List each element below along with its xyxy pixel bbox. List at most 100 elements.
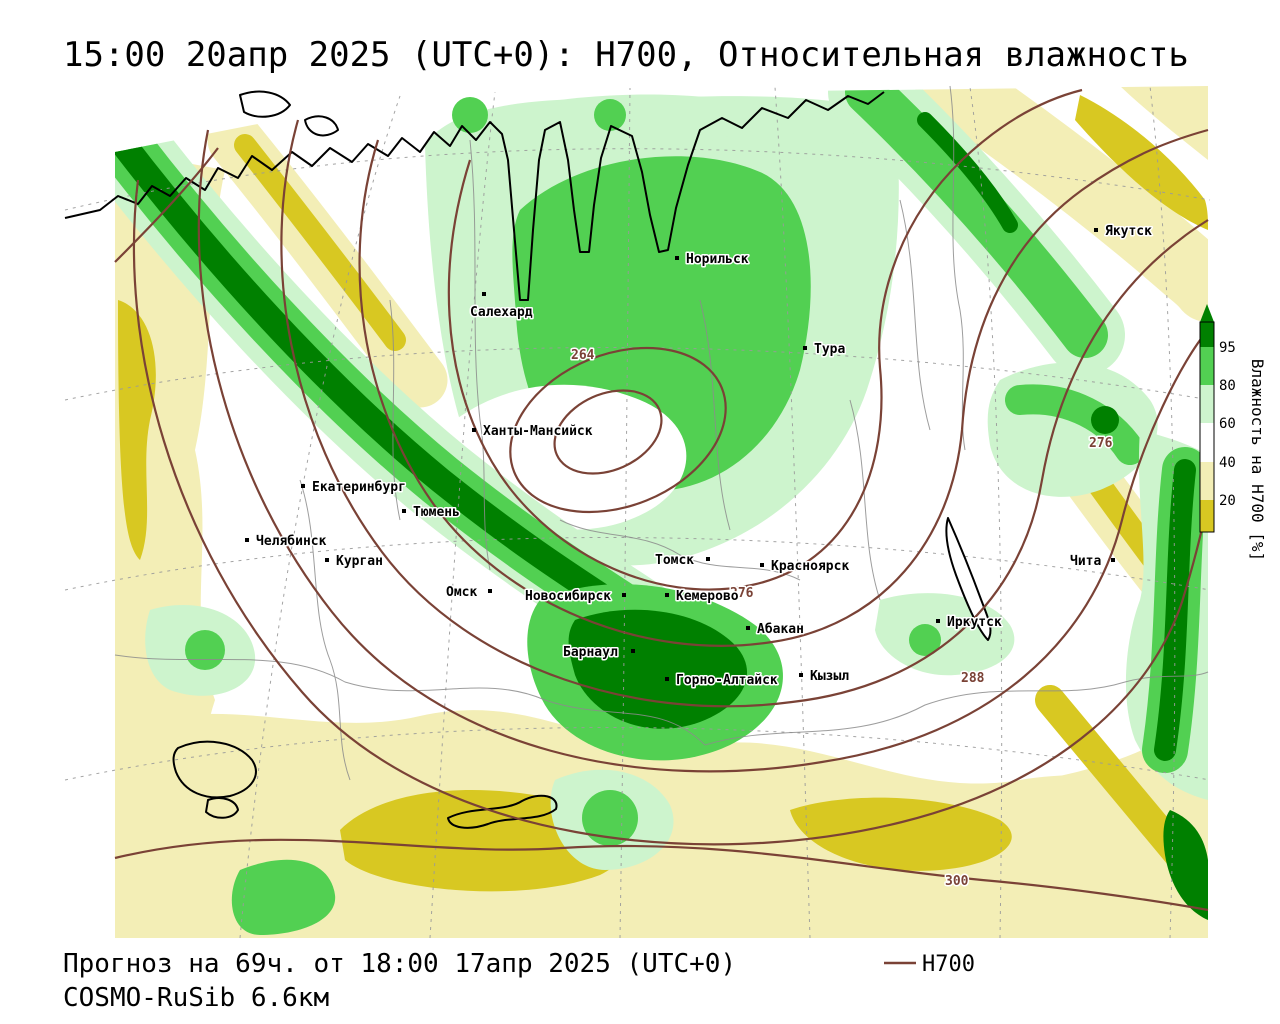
city-dot	[402, 509, 406, 513]
city-label: Курган	[336, 554, 383, 569]
colorbar-segment	[1200, 500, 1214, 532]
city-marker: Абакан	[746, 621, 805, 639]
city-dot	[1094, 228, 1098, 232]
arctic-island	[239, 90, 291, 118]
city-label: Салехард	[470, 305, 533, 320]
city-label: Омск	[446, 585, 477, 600]
city-marker: Якутск	[1094, 223, 1154, 241]
contour-label: 264	[571, 348, 595, 363]
colorbar-tick: 95	[1219, 340, 1236, 356]
arctic-island	[304, 115, 339, 137]
contour-label: 276	[1089, 436, 1113, 451]
city-label: Чита	[1070, 554, 1101, 569]
humidity-region	[917, 112, 1018, 233]
city-marker: Иркутск	[936, 614, 1003, 632]
colorbar-segment	[1200, 322, 1214, 347]
humidity-region	[909, 624, 941, 656]
city-dot	[482, 292, 486, 296]
humidity-region	[1120, 86, 1208, 160]
colorbar-tick: 40	[1219, 455, 1236, 471]
city-label: Тура	[814, 342, 845, 357]
city-label: Горно-Алтайск	[676, 673, 778, 688]
humidity-region	[185, 630, 225, 670]
lake	[447, 794, 558, 829]
page-title: 15:00 20апр 2025 (UTC+0): H700, Относите…	[63, 35, 1189, 75]
city-label: Тюмень	[413, 505, 460, 520]
coastline-layer	[64, 90, 992, 829]
colorbar-tick: 80	[1219, 378, 1236, 394]
city-label: Якутск	[1105, 224, 1152, 239]
humidity-region	[875, 593, 1015, 676]
city-marker: Новосибирск	[524, 588, 626, 606]
city-label: Новосибирск	[525, 589, 611, 604]
height-contour	[114, 838, 1209, 912]
city-marker: Екатеринбург	[301, 479, 407, 497]
colorbar-segment	[1200, 423, 1214, 462]
colorbar: 95 80 60 40 20 Влажность на H700 [%]	[1199, 304, 1267, 561]
city-label: Иркутск	[947, 615, 1002, 630]
city-label: Барнаул	[563, 645, 618, 660]
city-dot	[301, 484, 305, 488]
city-label: Кызыл	[810, 669, 849, 684]
height-contour	[447, 88, 1083, 591]
city-label: Челябинск	[256, 534, 327, 549]
colorbar-arrow	[1200, 304, 1214, 322]
colorbar-segment	[1200, 385, 1214, 423]
city-dot	[675, 256, 679, 260]
humidity-region	[118, 300, 156, 560]
humidity-region	[1163, 810, 1208, 920]
city-label: Норильск	[686, 252, 749, 267]
colorbar-title: Влажность на H700 [%]	[1248, 359, 1267, 561]
city-dot	[488, 589, 492, 593]
city-marker: Барнаул	[562, 644, 635, 662]
city-marker: Курган	[325, 553, 384, 571]
city-dot	[803, 346, 807, 350]
city-marker: Тюмень	[402, 504, 461, 522]
city-dot	[631, 649, 635, 653]
humidity-region	[231, 859, 336, 935]
colorbar-frame	[1199, 321, 1215, 533]
city-dot	[325, 558, 329, 562]
humidity-region	[1154, 459, 1196, 761]
colorbar-tick: 20	[1219, 493, 1236, 509]
lake-baikal	[945, 517, 992, 641]
humidity-region	[790, 797, 1012, 871]
contour-label-layer: 264 276 276 288 300	[570, 347, 1115, 891]
contour-label: 300	[945, 874, 969, 889]
model-label: COSMO-RuSib 6.6км	[63, 983, 329, 1013]
lake	[205, 797, 239, 819]
city-marker: Красноярск	[760, 558, 851, 576]
city-marker: Омск	[445, 584, 492, 602]
height-contour	[132, 179, 1210, 846]
city-marker: Кемерово	[665, 588, 740, 606]
region-border-layer	[114, 85, 1209, 781]
city-dot	[665, 593, 669, 597]
humidity-region	[582, 790, 638, 846]
height-contour-layer	[114, 88, 1210, 912]
humidity-region	[915, 86, 1208, 322]
height-contour	[280, 119, 1209, 708]
city-label: Екатеринбург	[312, 480, 406, 495]
humidity-region	[1075, 95, 1208, 230]
city-marker: Норильск	[675, 251, 750, 269]
arctic-coastline	[64, 91, 885, 301]
city-marker: Кызыл	[799, 668, 851, 686]
humidity-region	[845, 86, 1108, 358]
colorbar-segment	[1200, 347, 1214, 385]
humidity-region	[1091, 406, 1119, 434]
city-label: Ханты-Мансийск	[483, 424, 593, 439]
humidity-region	[568, 609, 748, 729]
city-label: Абакан	[757, 622, 804, 637]
city-marker: Салехард	[469, 292, 534, 322]
city-label: Красноярск	[771, 559, 849, 574]
height-contour	[197, 129, 1209, 773]
height-contour	[114, 147, 219, 263]
lake	[172, 740, 257, 799]
forecast-info: Прогноз на 69ч. от 18:00 17апр 2025 (UTC…	[63, 949, 736, 979]
city-marker: Чита	[1069, 553, 1115, 571]
city-marker: Челябинск	[245, 533, 328, 551]
city-dot	[245, 538, 249, 542]
city-marker: Горно-Алтайск	[665, 672, 779, 690]
city-dot	[760, 563, 764, 567]
